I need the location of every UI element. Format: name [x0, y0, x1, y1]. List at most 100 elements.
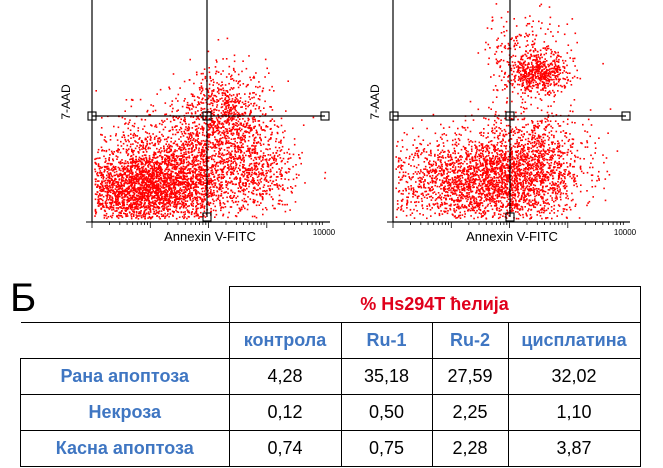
scatter-dot	[98, 185, 101, 188]
scatter-dot	[193, 137, 195, 140]
scatter-dot	[120, 173, 123, 176]
scatter-dot	[217, 196, 220, 198]
scatter-dot	[226, 200, 229, 203]
scatter-dot	[162, 128, 165, 131]
scatter-dot	[159, 173, 161, 176]
scatter-dot	[200, 151, 202, 154]
scatter-dot	[219, 152, 221, 155]
scatter-dot	[166, 148, 168, 150]
scatter-dot	[219, 98, 221, 100]
scatter-dot	[153, 164, 155, 166]
scatter-dot	[243, 152, 246, 154]
scatter-dot	[141, 206, 143, 208]
scatter-dot	[160, 198, 162, 200]
scatter-dot	[158, 216, 160, 218]
scatter-dot	[175, 143, 178, 146]
scatter-dot	[130, 180, 133, 183]
scatter-dot	[225, 114, 227, 116]
scatter-dot	[192, 205, 194, 207]
scatter-dot	[195, 158, 198, 161]
scatter-dot	[115, 207, 118, 209]
scatter-dot	[174, 140, 177, 143]
scatter-dot	[157, 188, 160, 191]
scatter-dot	[197, 159, 200, 162]
scatter-dot	[139, 160, 142, 163]
scatter-dot	[113, 201, 116, 204]
scatter-dot	[229, 196, 231, 198]
scatter-dot	[440, 196, 443, 198]
scatter-dot	[118, 167, 121, 170]
scatter-dot	[139, 173, 141, 176]
scatter-dot	[202, 168, 204, 170]
scatter-dot	[441, 149, 444, 152]
scatter-dot	[220, 193, 223, 195]
scatter-dot	[192, 187, 195, 190]
scatter-dot	[183, 80, 186, 83]
scatter-dot	[137, 129, 139, 132]
scatter-dot	[237, 137, 240, 139]
scatter-dot	[164, 203, 167, 205]
scatter-dot	[248, 124, 250, 127]
scatter-dot	[497, 190, 499, 192]
scatter-dot	[189, 144, 191, 147]
scatter-dot	[121, 175, 124, 177]
scatter-dot	[144, 189, 147, 192]
scatter-dot	[261, 90, 264, 93]
scatter-dot	[183, 183, 186, 185]
scatter-dot	[153, 156, 155, 159]
scatter-dot	[152, 156, 154, 159]
scatter-dot	[102, 187, 105, 189]
scatter-dot	[137, 163, 140, 165]
scatter-dot	[130, 165, 133, 167]
scatter-dot	[224, 206, 227, 208]
scatter-dot	[152, 186, 154, 189]
scatter-dot	[269, 148, 271, 150]
scatter-dot	[104, 190, 107, 193]
scatter-dot	[96, 186, 98, 188]
scatter-dot	[522, 182, 525, 185]
scatter-dot	[220, 188, 222, 190]
scatter-dot	[258, 81, 260, 83]
scatter-dot	[207, 168, 210, 171]
scatter-dot	[232, 162, 234, 164]
scatter-dot	[132, 182, 134, 184]
scatter-dot	[101, 117, 103, 119]
scatter-dot	[226, 37, 229, 40]
scatter-dot	[137, 194, 140, 197]
scatter-dot	[160, 213, 163, 215]
scatter-dot	[196, 201, 198, 204]
scatter-dot	[168, 88, 171, 90]
scatter-dot	[156, 199, 159, 201]
scatter-dot	[100, 182, 102, 185]
scatter-dot	[238, 80, 240, 83]
scatter-dot	[265, 180, 268, 182]
scatter-dot	[211, 183, 213, 186]
scatter-dot	[203, 171, 205, 174]
scatter-dot	[175, 161, 178, 164]
scatter-dot	[155, 209, 158, 212]
scatter-dot	[181, 192, 184, 195]
scatter-dot	[210, 195, 213, 198]
scatter-dot	[258, 123, 261, 126]
scatter-dot	[284, 130, 286, 132]
scatter-dot	[422, 149, 425, 151]
scatter-dot	[189, 172, 191, 174]
scatter-dot	[437, 145, 440, 147]
scatter-dot	[216, 143, 219, 146]
scatter-dot	[258, 183, 261, 185]
scatter-dot	[169, 193, 171, 196]
scatter-dot	[211, 169, 213, 171]
scatter-dot	[207, 146, 210, 148]
scatter-dot	[471, 203, 473, 206]
scatter-dot	[133, 202, 136, 205]
scatter-dot	[163, 187, 165, 189]
scatter-dot	[233, 113, 235, 115]
scatter-dot	[191, 150, 193, 152]
scatter-dot	[135, 214, 138, 216]
scatter-dot	[171, 163, 173, 166]
scatter-dot	[196, 115, 199, 118]
scatter-dot	[192, 133, 195, 135]
scatter-dot	[251, 151, 253, 154]
scatter-dot	[292, 178, 295, 181]
scatter-dot	[185, 143, 187, 146]
